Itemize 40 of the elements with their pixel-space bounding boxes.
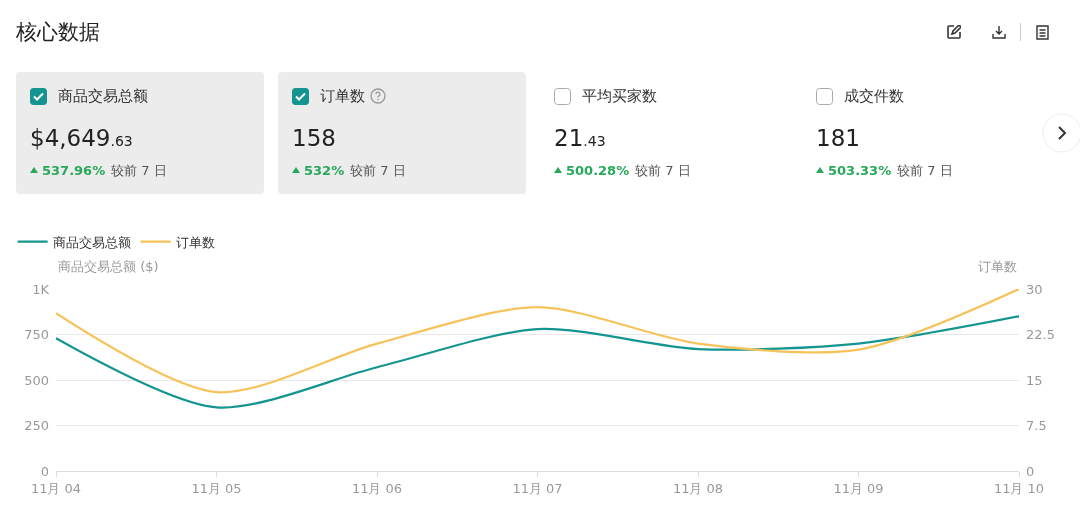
x-tick-label: 11月 04 bbox=[30, 480, 82, 496]
text: 成交件数 bbox=[844, 87, 904, 105]
y2-tick-label: 30 bbox=[1026, 281, 1043, 297]
x-tick-label: 11月 09 bbox=[833, 480, 884, 496]
text: 商品交易总额 bbox=[58, 87, 148, 105]
text: 较前 7 日 bbox=[635, 163, 691, 178]
y2-tick-label: 0 bbox=[1026, 463, 1035, 479]
text: 较前 7 日 bbox=[350, 163, 406, 178]
y-tick-label: 500 bbox=[24, 372, 49, 388]
text: 158 bbox=[292, 125, 336, 151]
y2-tick-label: 15 bbox=[1026, 372, 1043, 388]
y-axis-title: 商品交易总额 ($) bbox=[58, 259, 159, 274]
x-tick-label: 11月 06 bbox=[351, 480, 403, 496]
x-tick-label: 11月 10 bbox=[993, 480, 1045, 496]
text: 较前 7 日 bbox=[111, 163, 167, 178]
text: 订单数 bbox=[320, 87, 365, 105]
text: 21.43 bbox=[554, 125, 606, 151]
text: $4,649.63 bbox=[30, 125, 133, 151]
x-tick-label: 11月 08 bbox=[672, 480, 724, 496]
text: 537.96% bbox=[42, 163, 106, 178]
y2-axis-title: 订单数 bbox=[978, 259, 1017, 274]
y-tick-label: 750 bbox=[24, 327, 49, 343]
legend-label: 商品交易总额 bbox=[52, 234, 131, 250]
chart-title: 核心数据 bbox=[16, 19, 100, 46]
text: 503.33% bbox=[828, 163, 892, 178]
y2-tick-label: 7.5 bbox=[1026, 418, 1047, 434]
x-tick-label: 11月 07 bbox=[512, 480, 563, 496]
y2-tick-label: 22.5 bbox=[1026, 327, 1055, 343]
line-series bbox=[56, 289, 1019, 394]
y-tick-label: 250 bbox=[24, 418, 49, 434]
legend-label: 订单数 bbox=[175, 234, 215, 250]
y-tick-label: 1K bbox=[32, 281, 50, 297]
text: 500.28% bbox=[566, 163, 630, 178]
line-series bbox=[56, 315, 1019, 409]
text: 平均买家数 bbox=[582, 87, 657, 105]
y-tick-label: 0 bbox=[40, 463, 49, 479]
text: 532% bbox=[304, 163, 345, 178]
text: 181 bbox=[816, 125, 860, 151]
text: 较前 7 日 bbox=[897, 163, 953, 178]
x-tick-label: 11月 05 bbox=[191, 480, 242, 496]
